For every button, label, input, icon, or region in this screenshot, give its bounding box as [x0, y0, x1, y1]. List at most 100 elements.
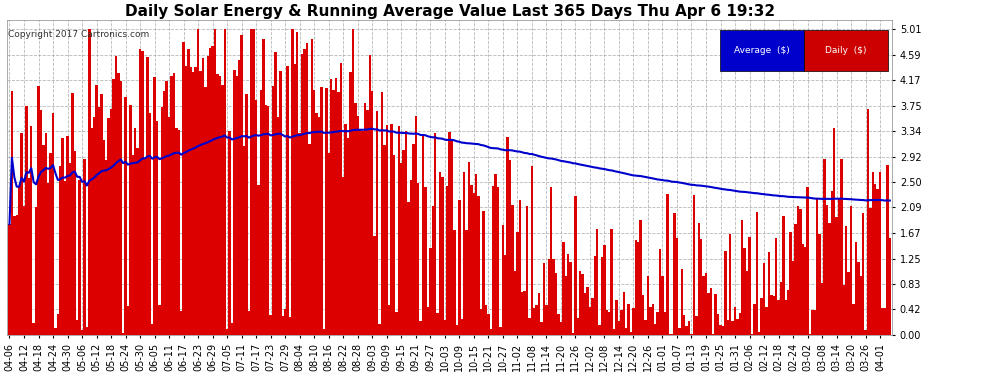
- Bar: [579, 270, 581, 335]
- Bar: [209, 48, 212, 335]
- Bar: [407, 202, 410, 335]
- Bar: [485, 306, 487, 335]
- Bar: [586, 287, 589, 335]
- Bar: [354, 103, 356, 335]
- Bar: [56, 314, 59, 335]
- Bar: [291, 29, 294, 335]
- Bar: [620, 310, 623, 335]
- Bar: [50, 153, 51, 335]
- Bar: [519, 200, 521, 335]
- Bar: [623, 292, 625, 335]
- Bar: [886, 165, 889, 335]
- Bar: [185, 66, 187, 335]
- Bar: [294, 64, 296, 335]
- Bar: [826, 206, 828, 335]
- Bar: [371, 91, 373, 335]
- Bar: [23, 206, 25, 335]
- Bar: [472, 193, 475, 335]
- Bar: [743, 248, 745, 335]
- Bar: [524, 291, 526, 335]
- Bar: [760, 297, 763, 335]
- Bar: [420, 321, 422, 335]
- Bar: [204, 87, 207, 335]
- Bar: [11, 91, 13, 335]
- Bar: [356, 116, 359, 335]
- Bar: [383, 144, 385, 335]
- Bar: [654, 324, 656, 335]
- Bar: [316, 113, 318, 335]
- Bar: [219, 76, 221, 335]
- Bar: [526, 206, 529, 335]
- Bar: [378, 324, 381, 335]
- Bar: [712, 334, 715, 335]
- Bar: [668, 334, 671, 335]
- Bar: [165, 81, 168, 335]
- Bar: [695, 316, 698, 335]
- Bar: [547, 260, 550, 335]
- Bar: [693, 195, 695, 335]
- Bar: [427, 307, 429, 335]
- Bar: [170, 76, 172, 335]
- Bar: [83, 159, 86, 335]
- Bar: [103, 140, 105, 335]
- Bar: [437, 313, 439, 335]
- Bar: [78, 180, 81, 335]
- Bar: [272, 86, 274, 335]
- Bar: [572, 333, 574, 335]
- Bar: [794, 224, 797, 335]
- Bar: [257, 185, 259, 335]
- Bar: [238, 60, 241, 335]
- Text: Daily  ($): Daily ($): [825, 46, 866, 55]
- Bar: [262, 39, 264, 335]
- Bar: [281, 315, 284, 335]
- Bar: [47, 183, 50, 335]
- Bar: [468, 162, 470, 335]
- Bar: [279, 70, 281, 335]
- Bar: [216, 74, 219, 335]
- Bar: [318, 117, 320, 335]
- Bar: [638, 242, 640, 335]
- Bar: [158, 304, 160, 335]
- Bar: [799, 209, 802, 335]
- Bar: [777, 300, 780, 335]
- Bar: [335, 78, 338, 335]
- Bar: [25, 106, 28, 335]
- Bar: [504, 255, 507, 335]
- Bar: [705, 273, 707, 335]
- Bar: [425, 187, 427, 335]
- Bar: [864, 330, 867, 335]
- Bar: [550, 187, 552, 335]
- Bar: [400, 163, 403, 335]
- Bar: [453, 230, 455, 335]
- Bar: [618, 321, 620, 335]
- Bar: [422, 135, 425, 335]
- Bar: [110, 109, 112, 335]
- Bar: [144, 158, 147, 335]
- Bar: [187, 49, 190, 335]
- Bar: [224, 29, 226, 335]
- Bar: [559, 322, 562, 335]
- Bar: [388, 306, 390, 335]
- Bar: [434, 133, 437, 335]
- Bar: [857, 262, 859, 335]
- Bar: [841, 159, 842, 335]
- Bar: [557, 314, 559, 335]
- Bar: [120, 81, 122, 335]
- Bar: [429, 248, 432, 335]
- FancyBboxPatch shape: [804, 30, 888, 70]
- Bar: [259, 90, 262, 335]
- Bar: [112, 79, 115, 335]
- Bar: [869, 207, 871, 335]
- Bar: [531, 166, 533, 335]
- Bar: [381, 93, 383, 335]
- Bar: [231, 323, 234, 335]
- Bar: [134, 128, 137, 335]
- Bar: [589, 306, 591, 335]
- Bar: [368, 54, 371, 335]
- Bar: [412, 144, 415, 335]
- Bar: [403, 150, 405, 335]
- Bar: [646, 276, 649, 335]
- Bar: [137, 147, 139, 335]
- Bar: [497, 188, 499, 335]
- Bar: [630, 332, 633, 335]
